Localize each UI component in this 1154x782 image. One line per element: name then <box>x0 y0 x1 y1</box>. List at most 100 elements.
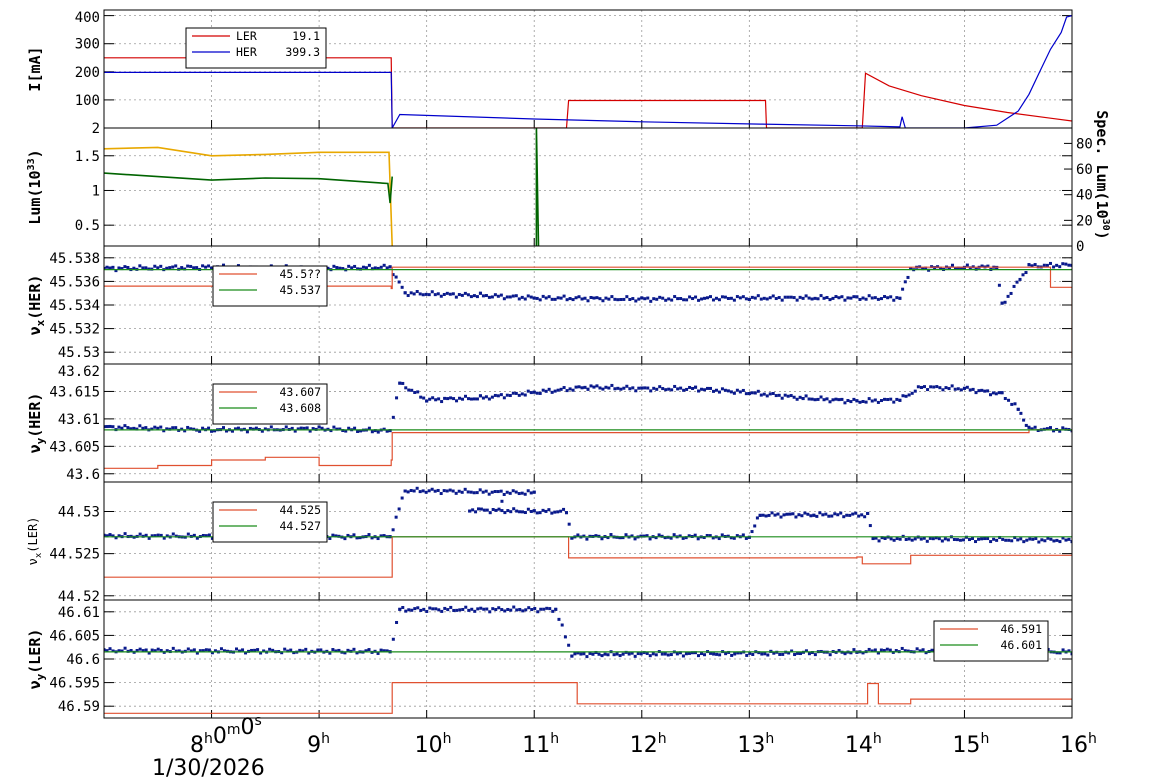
data-point <box>391 528 395 532</box>
data-point <box>201 649 205 653</box>
data-point <box>655 297 659 301</box>
data-point <box>801 296 805 300</box>
data-point <box>809 514 813 518</box>
data-point <box>284 425 288 429</box>
data-point <box>311 427 315 431</box>
data-point <box>801 397 805 401</box>
data-point <box>562 507 566 511</box>
data-point <box>503 609 507 613</box>
data-point <box>870 296 874 300</box>
data-point <box>461 397 465 401</box>
data-point <box>192 533 196 537</box>
data-point <box>409 291 413 295</box>
data-point <box>535 296 539 300</box>
data-point <box>532 390 536 394</box>
data-point <box>652 297 656 301</box>
data-point <box>621 536 625 540</box>
data-point <box>965 385 969 389</box>
data-point <box>138 532 142 536</box>
data-point <box>639 534 643 538</box>
data-point <box>515 608 519 612</box>
data-point <box>289 648 293 652</box>
data-point <box>834 397 838 401</box>
data-point <box>664 388 668 392</box>
data-point <box>932 385 936 389</box>
legend: 43.607 43.608 <box>212 383 328 425</box>
data-point <box>672 533 676 537</box>
data-point <box>436 292 440 296</box>
data-point <box>535 511 539 515</box>
data-point <box>913 389 917 393</box>
data-point <box>886 398 890 402</box>
data-point <box>506 607 510 611</box>
data-point <box>634 299 638 303</box>
data-point <box>831 398 835 402</box>
data-point <box>956 266 960 270</box>
data-point <box>328 651 332 655</box>
data-point <box>1058 540 1062 544</box>
data-point <box>643 386 647 390</box>
data-point <box>807 652 811 656</box>
data-point <box>639 652 643 656</box>
data-point <box>715 652 719 656</box>
data-point <box>219 647 223 651</box>
data-point <box>165 534 169 538</box>
data-point <box>971 387 975 391</box>
data-point <box>748 651 752 655</box>
data-point <box>302 426 306 430</box>
data-point <box>469 397 473 401</box>
data-point <box>685 387 689 391</box>
data-point <box>883 536 887 540</box>
data-point <box>183 267 187 271</box>
data-point <box>916 385 920 389</box>
legend-value: 45.537 <box>279 283 321 297</box>
data-point <box>271 648 275 652</box>
data-point <box>156 647 160 651</box>
data-point <box>685 298 689 302</box>
data-point <box>346 648 350 652</box>
data-point <box>858 297 862 301</box>
panel-nuy_her: 43.62 43.615 43.61 43.605 43.6 43.607 43.608 νy… <box>26 363 1073 483</box>
data-point <box>684 536 688 540</box>
data-point <box>757 651 761 655</box>
data-point <box>108 424 112 428</box>
data-point <box>819 395 823 399</box>
data-point <box>589 384 593 388</box>
data-point <box>395 396 399 400</box>
data-point <box>391 273 395 277</box>
data-point <box>1031 537 1035 541</box>
legend-box <box>212 265 328 307</box>
data-point <box>600 654 604 658</box>
data-point <box>493 393 497 397</box>
data-point <box>466 490 470 494</box>
data-point <box>529 509 533 513</box>
data-point <box>532 509 536 513</box>
data-point <box>410 608 414 612</box>
data-point <box>883 397 887 401</box>
data-point <box>852 648 856 652</box>
data-point <box>571 298 575 302</box>
data-point <box>508 295 512 299</box>
data-point <box>700 652 704 656</box>
data-point <box>753 391 757 395</box>
data-point <box>867 397 871 401</box>
data-point <box>401 381 405 385</box>
data-point <box>1022 540 1026 544</box>
data-point <box>717 390 721 394</box>
data-point <box>105 649 109 653</box>
data-point <box>726 534 730 538</box>
data-point <box>482 607 486 611</box>
y-tick-label: 44.52 <box>58 589 100 605</box>
legend-label: LER <box>236 29 257 43</box>
series-line <box>104 146 393 246</box>
data-point <box>592 385 596 389</box>
data-point <box>526 489 530 493</box>
x-axis: 8h0m0s 1/30/2026 9h 10h 11h 12h 13h 14h 15h 16h <box>152 713 1097 781</box>
data-point <box>355 536 359 540</box>
data-point <box>664 298 668 302</box>
data-point <box>585 655 589 659</box>
data-point <box>416 606 420 610</box>
data-point <box>382 534 386 538</box>
data-point <box>207 264 211 268</box>
data-point <box>391 415 395 419</box>
